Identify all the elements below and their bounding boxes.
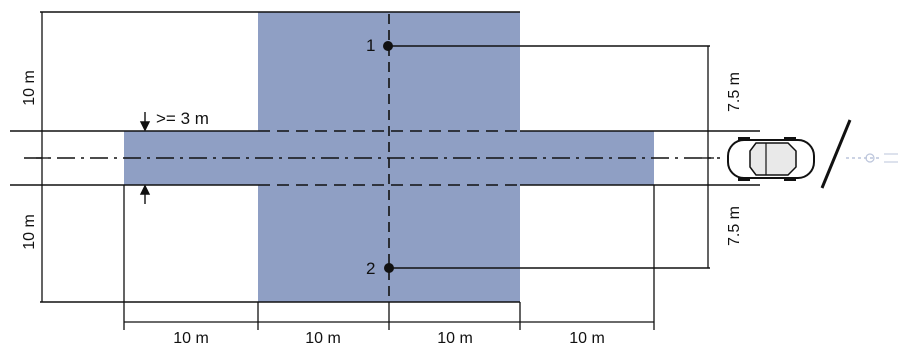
point-1-label: 1 [366,36,375,55]
dim-right-top-label: 7.5 m [726,72,743,112]
car-icon [727,137,815,181]
point-2-label: 2 [366,259,375,278]
right-dimension [702,46,714,268]
outer-reference-lines [40,11,520,303]
dim-bottom-label-1: 10 m [173,330,209,347]
sensor-barrier [820,119,852,189]
dim-top-left-label: 10 m [21,70,38,106]
sensor-beam-icon [846,153,898,163]
point-2-marker [384,263,710,273]
lane-width-label: >= 3 m [156,109,209,128]
lane-width-indicator [139,112,151,204]
dim-bottom-left-label: 10 m [21,214,38,250]
dim-bottom-label-2: 10 m [305,330,341,347]
bottom-dimension [123,185,655,330]
point-1-marker [383,41,710,51]
left-dimension [36,12,48,302]
lane-dashed-lines [258,130,520,186]
road-edges [10,130,760,186]
dim-bottom-label-4: 10 m [569,330,605,347]
dim-bottom-label-3: 10 m [437,330,473,347]
dim-right-bottom-label: 7.5 m [726,206,743,246]
